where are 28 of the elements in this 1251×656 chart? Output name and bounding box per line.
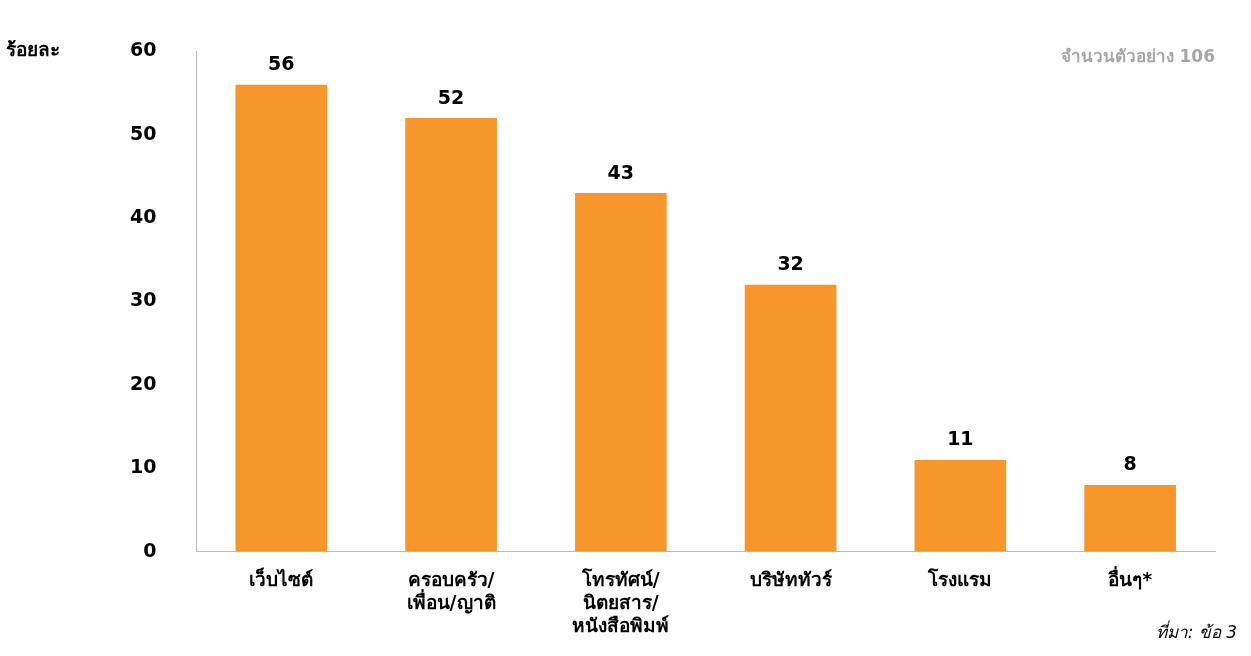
x-tick-label: โทรทัศน์/ นิตยสาร/ หนังสือพิมพ์ [572, 567, 670, 636]
bar [235, 84, 328, 552]
text: ที่มา: ข้อ 3 [1155, 619, 1237, 644]
bar [1084, 484, 1176, 552]
y-tick-label: 60 [129, 38, 157, 61]
y-tick-label: 10 [129, 455, 157, 478]
data-label: 32 [777, 252, 804, 275]
x-tick-label: อื่นๆ* [1108, 565, 1153, 590]
y-tick-label: 20 [129, 371, 157, 394]
bar [914, 459, 1007, 552]
bar [575, 193, 667, 552]
y-tick-label: 30 [129, 288, 157, 311]
x-tick-label: เว็บไซต์ [249, 566, 314, 590]
x-tick-label: โรงแรม [927, 567, 993, 590]
bar [405, 118, 497, 552]
y-axis-title: ร้อยละ [6, 38, 60, 61]
data-label: 8 [1123, 452, 1137, 475]
x-tick-label: ครอบครัว/ เพื่อน/ญาติ [406, 567, 496, 614]
data-label: 52 [437, 85, 465, 108]
y-tick-label: 40 [129, 205, 157, 228]
annotation: จำนวนตัวอย่าง 106 [1060, 45, 1215, 68]
y-tick-label: 50 [129, 121, 157, 144]
data-label: 11 [947, 427, 974, 450]
data-label: 43 [607, 160, 635, 183]
x-tick-label: บริษัททัวร์ [749, 567, 833, 590]
data-label: 56 [268, 52, 295, 75]
bar [744, 284, 837, 552]
y-tick-label: 0 [143, 538, 157, 561]
